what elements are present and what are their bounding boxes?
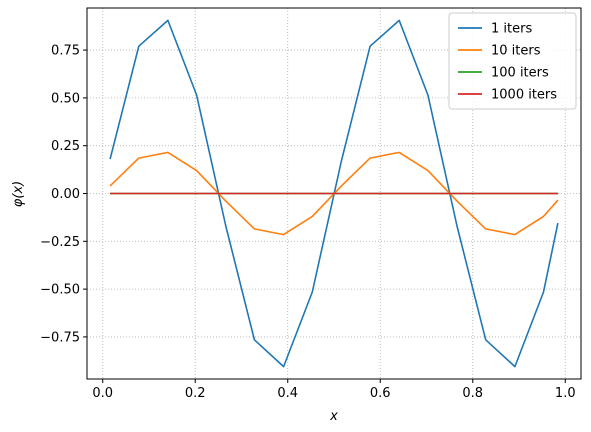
x-axis: 0.0 0.2 0.4 0.6 0.8 1.0 bbox=[92, 379, 576, 401]
legend-entry: 1 iters bbox=[491, 22, 532, 37]
x-tick-label: 0.6 bbox=[370, 386, 391, 401]
y-tick-label: 0.25 bbox=[51, 139, 80, 154]
x-tick-label: 0.8 bbox=[462, 386, 483, 401]
x-tick-label: 0.0 bbox=[92, 386, 113, 401]
y-tick-label: 0.50 bbox=[51, 91, 80, 106]
legend-entry: 1000 iters bbox=[491, 88, 557, 103]
x-tick-label: 0.2 bbox=[185, 386, 206, 401]
legend: 1 iters 10 iters 100 iters 1000 iters bbox=[448, 12, 577, 110]
y-tick-label: −0.50 bbox=[40, 283, 80, 298]
legend-entry: 100 iters bbox=[491, 66, 549, 81]
series-lines bbox=[109, 19, 559, 368]
legend-entry: 10 iters bbox=[491, 44, 541, 59]
y-tick-label: −0.75 bbox=[40, 330, 80, 345]
y-axis: −0.75 −0.50 −0.25 0.00 0.25 0.50 0.75 bbox=[40, 44, 87, 345]
y-tick-label: 0.00 bbox=[51, 187, 80, 202]
x-tick-label: 1.0 bbox=[555, 386, 576, 401]
y-axis-label: φ(x) bbox=[11, 181, 26, 207]
y-tick-label: −0.25 bbox=[40, 235, 80, 250]
series-line-1 bbox=[109, 19, 559, 368]
y-tick-label: 0.75 bbox=[51, 44, 80, 59]
x-tick-label: 0.4 bbox=[277, 386, 298, 401]
legend-box bbox=[448, 12, 577, 110]
series-line-2 bbox=[109, 151, 559, 236]
x-axis-label: x bbox=[329, 409, 338, 424]
